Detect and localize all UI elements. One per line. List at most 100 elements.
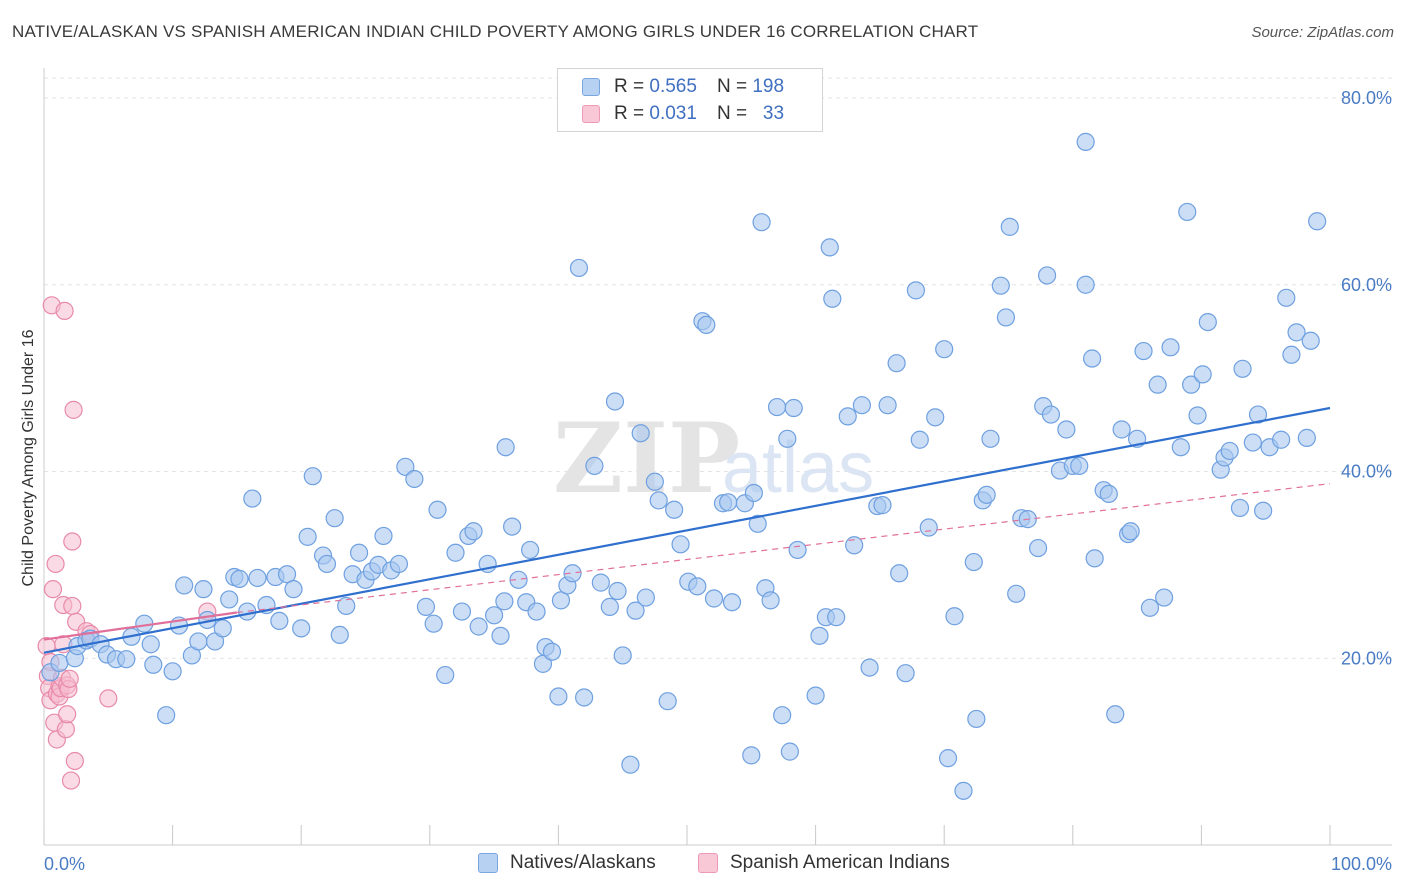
- legend-r-label: R =: [614, 103, 645, 124]
- data-point-native: [645, 472, 664, 491]
- data-point-native: [424, 614, 443, 633]
- data-point-native: [563, 564, 582, 583]
- data-point-native: [1233, 359, 1252, 378]
- axes: [43, 68, 1392, 846]
- data-point-native: [298, 527, 317, 546]
- data-point-native: [605, 392, 625, 411]
- data-point-native: [117, 650, 136, 669]
- data-point-native: [608, 581, 627, 601]
- data-point-native: [1000, 217, 1019, 236]
- data-point-native: [873, 496, 892, 515]
- source-label: Source: ZipAtlas.com: [1251, 24, 1394, 41]
- legend-n-value: 33: [762, 103, 785, 124]
- data-point-native: [820, 238, 839, 257]
- data-point-native: [926, 408, 945, 427]
- data-point-spanish: [61, 771, 81, 790]
- data-point-native: [175, 576, 194, 595]
- data-point-native: [1282, 345, 1301, 364]
- data-point-native: [428, 500, 447, 519]
- data-point-native: [317, 554, 337, 574]
- data-point-native: [330, 625, 349, 645]
- data-point-native: [551, 591, 571, 610]
- data-point-native: [591, 573, 610, 592]
- data-point-spanish: [55, 301, 74, 320]
- y-tick-label: 40.0%: [1341, 462, 1392, 482]
- legend-r-label: R =: [614, 76, 645, 97]
- data-point-native: [1254, 501, 1273, 520]
- trendline-native: [43, 406, 1331, 654]
- data-point-spanish: [64, 400, 83, 419]
- data-point-native: [292, 619, 311, 638]
- data-point-native: [945, 607, 964, 626]
- data-point-native: [752, 213, 771, 232]
- legend-swatch-pink: [582, 105, 600, 123]
- data-point-native: [549, 687, 568, 706]
- data-point-native: [890, 564, 909, 583]
- data-point-native: [1155, 588, 1174, 607]
- data-point-native: [631, 424, 650, 443]
- data-point-native: [248, 568, 267, 588]
- legend-item-natives: Natives/Alaskans: [478, 852, 656, 874]
- data-point-native: [189, 632, 208, 651]
- data-point-native: [1121, 522, 1140, 541]
- legend-n-label: N =: [716, 103, 748, 124]
- data-point-native: [773, 706, 792, 725]
- data-point-spanish: [65, 751, 84, 771]
- data-point-native: [938, 749, 958, 768]
- legend-label-spanish: Spanish American Indians: [730, 852, 950, 873]
- data-point-native: [485, 606, 504, 625]
- legend-swatch-blue: [582, 78, 600, 96]
- gridlines: [44, 77, 1392, 659]
- spanish-american-indian-points: [37, 296, 217, 790]
- data-point-native: [213, 619, 232, 638]
- data-point-native: [636, 588, 655, 607]
- data-point-native: [845, 536, 864, 555]
- data-point-native: [141, 635, 160, 654]
- data-point-native: [1193, 365, 1212, 384]
- data-point-native: [761, 591, 780, 610]
- data-point-native: [496, 438, 515, 457]
- data-point-native: [977, 485, 996, 504]
- data-point-native: [503, 517, 522, 536]
- data-point-native: [446, 543, 465, 562]
- data-point-native: [1198, 313, 1217, 332]
- data-point-native: [1076, 132, 1095, 151]
- data-point-native: [230, 569, 249, 588]
- data-point-native: [194, 580, 213, 599]
- data-point-native: [1178, 202, 1197, 222]
- data-point-native: [919, 518, 938, 537]
- data-point-native: [1161, 338, 1180, 357]
- y-tick-label: 20.0%: [1341, 648, 1392, 668]
- data-point-native: [1230, 498, 1250, 518]
- data-point-native: [495, 592, 514, 611]
- data-point-spanish: [63, 596, 82, 616]
- y-tick-label: 80.0%: [1341, 88, 1392, 108]
- data-point-native: [1076, 275, 1095, 294]
- data-point-native: [991, 276, 1010, 295]
- data-point-native: [784, 398, 803, 418]
- watermark: ZIP atlas: [553, 402, 874, 515]
- data-point-native: [144, 655, 163, 674]
- data-point-native: [722, 593, 742, 612]
- x-tick-label-max: 100.0%: [1331, 854, 1392, 874]
- data-point-native: [910, 430, 929, 449]
- data-point-native: [981, 429, 1000, 448]
- data-point-native: [860, 658, 879, 677]
- data-point-native: [806, 686, 825, 705]
- data-point-native: [600, 597, 619, 616]
- y-tick-label: 60.0%: [1341, 275, 1392, 295]
- data-point-native: [303, 467, 322, 486]
- data-point-native: [827, 608, 846, 627]
- data-point-native: [527, 602, 546, 621]
- data-point-native: [270, 611, 289, 631]
- data-point-native: [585, 456, 604, 475]
- data-point-native: [719, 493, 738, 512]
- data-point-native: [621, 755, 640, 774]
- data-point-native: [284, 580, 303, 599]
- data-point-native: [1308, 212, 1327, 231]
- x-ticks: [43, 825, 1331, 845]
- y-axis-title: Child Poverty Among Girls Under 16: [20, 329, 37, 586]
- data-point-native: [823, 289, 842, 308]
- data-point-spanish: [63, 532, 82, 551]
